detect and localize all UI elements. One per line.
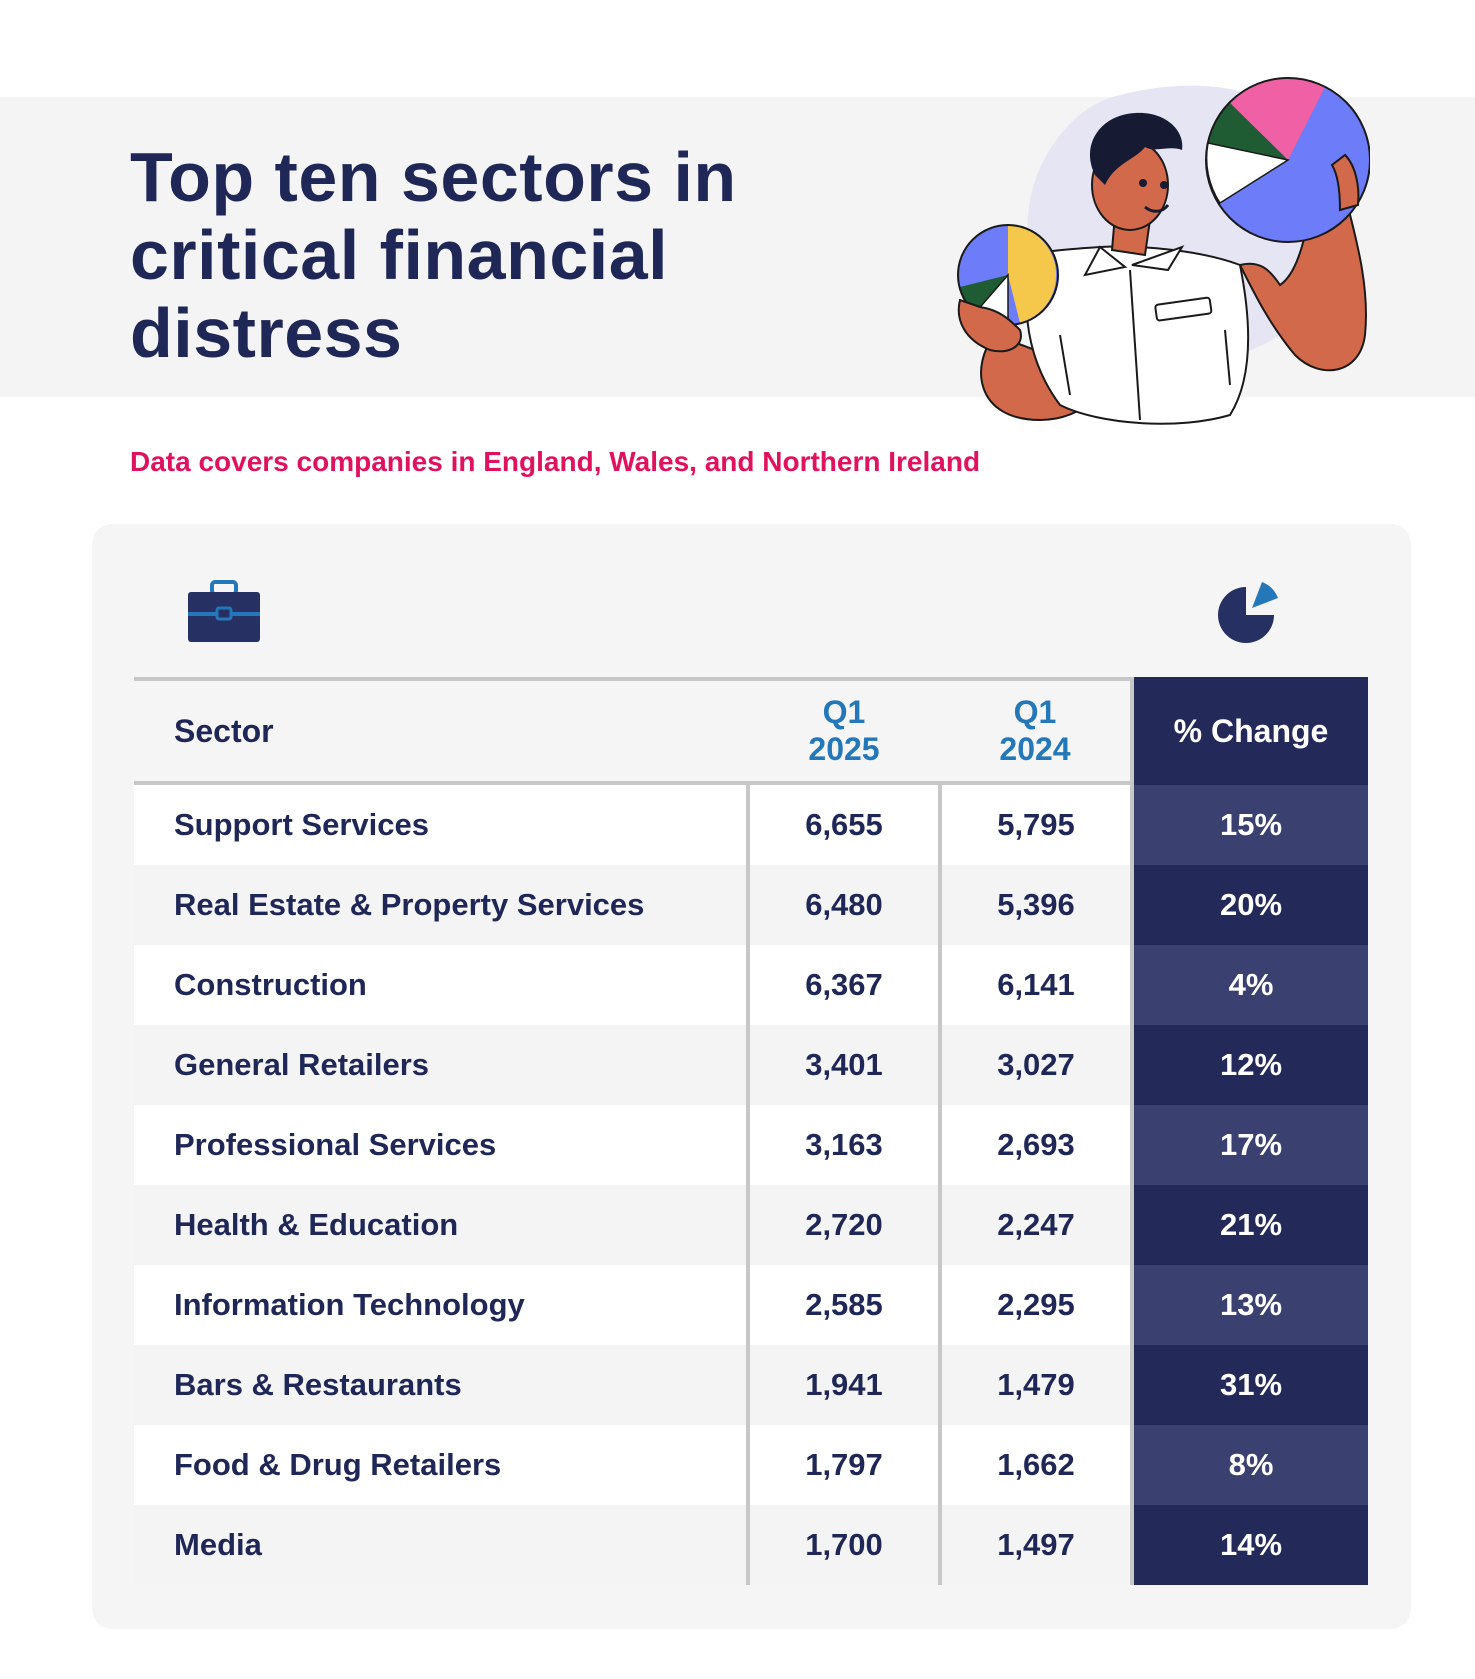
table-row: Food & Drug Retailers 1,797 1,662 8% [134,1425,1368,1505]
q1-2024-cell: 5,795 [938,783,1132,865]
sector-cell: Professional Services [134,1105,748,1185]
column-header-q1-2024-label: Q1 2024 [999,694,1071,767]
sector-cell: Construction [134,945,748,1025]
column-header-sector: Sector [134,677,748,785]
change-cell: 8% [1130,1425,1368,1505]
table-row: Construction 6,367 6,141 4% [134,945,1368,1025]
pie-chart-icon [1218,582,1278,643]
q1-2024-cell: 5,396 [938,865,1132,945]
table-row: Media 1,700 1,497 14% [134,1505,1368,1585]
sector-cell: Food & Drug Retailers [134,1425,748,1505]
q1-2025-cell: 3,401 [746,1025,940,1105]
sector-cell: Support Services [134,783,748,865]
sector-cell: Bars & Restaurants [134,1345,748,1425]
change-cell: 14% [1130,1505,1368,1585]
table-row: Bars & Restaurants 1,941 1,479 31% [134,1345,1368,1425]
briefcase-icon [188,580,260,642]
q1-2025-cell: 6,367 [746,945,940,1025]
sector-cell: General Retailers [134,1025,748,1105]
q1-2025-cell: 3,163 [746,1105,940,1185]
sector-table: Sector Q1 2025 Q1 2024 % Change Support Se… [134,677,1368,1585]
person-with-pie-charts-illustration [957,77,1370,425]
q1-2025-cell: 2,720 [746,1185,940,1265]
q1-2025-cell: 1,797 [746,1425,940,1505]
table-body: Support Services 6,655 5,795 15% Real Estate… [134,783,1368,1585]
subtitle: Data covers companies in England, Wales,… [130,446,981,477]
table-row: Information Technology 2,585 2,295 13% [134,1265,1368,1345]
table-row: General Retailers 3,401 3,027 12% [134,1025,1368,1105]
table-row: Support Services 6,655 5,795 15% [134,783,1368,865]
q1-2024-cell: 3,027 [938,1025,1132,1105]
q1-2024-cell: 2,295 [938,1265,1132,1345]
change-cell: 20% [1130,865,1368,945]
table-header-row: Sector Q1 2025 Q1 2024 % Change [134,677,1368,785]
page-title: Top ten sectors in critical financial di… [130,138,737,372]
sector-cell: Health & Education [134,1185,748,1265]
change-cell: 17% [1130,1105,1368,1185]
change-cell: 13% [1130,1265,1368,1345]
q1-2024-cell: 2,247 [938,1185,1132,1265]
column-header-q1-2024: Q1 2024 [940,677,1132,785]
change-cell: 31% [1130,1345,1368,1425]
q1-2025-cell: 2,585 [746,1265,940,1345]
table-row: Health & Education 2,720 2,247 21% [134,1185,1368,1265]
q1-2025-cell: 1,941 [746,1345,940,1425]
change-cell: 15% [1130,783,1368,865]
change-cell: 4% [1130,945,1368,1025]
column-header-q1-2025: Q1 2025 [748,677,940,785]
q1-2025-cell: 1,700 [746,1505,940,1585]
table-row: Professional Services 3,163 2,693 17% [134,1105,1368,1185]
sector-cell: Media [134,1505,748,1585]
q1-2024-cell: 1,497 [938,1505,1132,1585]
column-header-q1-2025-label: Q1 2025 [808,694,880,767]
column-header-change: % Change [1130,677,1368,785]
table-row: Real Estate & Property Services 6,480 5,39… [134,865,1368,945]
q1-2025-cell: 6,480 [746,865,940,945]
sector-cell: Real Estate & Property Services [134,865,748,945]
change-cell: 12% [1130,1025,1368,1105]
q1-2024-cell: 1,662 [938,1425,1132,1505]
q1-2024-cell: 2,693 [938,1105,1132,1185]
q1-2024-cell: 1,479 [938,1345,1132,1425]
sector-cell: Information Technology [134,1265,748,1345]
q1-2024-cell: 6,141 [938,945,1132,1025]
q1-2025-cell: 6,655 [746,783,940,865]
change-cell: 21% [1130,1185,1368,1265]
